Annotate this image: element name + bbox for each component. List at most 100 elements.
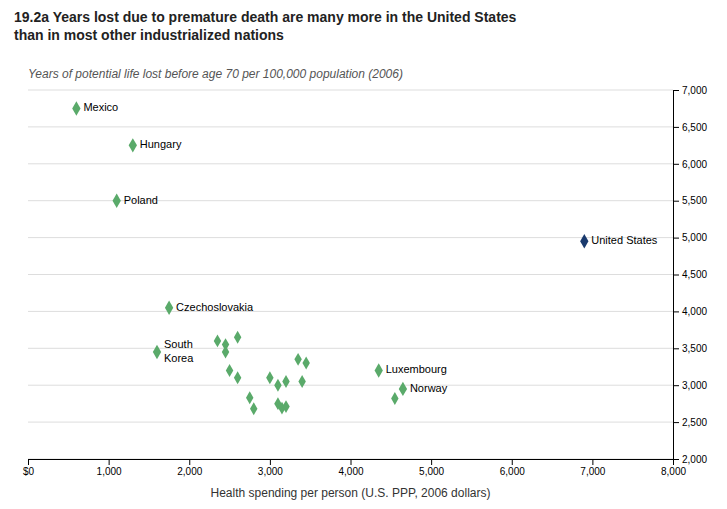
point-label-line: South <box>164 338 193 350</box>
title: 19.2a Years lost due to premature death … <box>14 9 517 43</box>
point-label: Poland <box>124 194 158 206</box>
grid <box>28 90 673 459</box>
x-tick-mark <box>109 459 110 465</box>
point <box>165 301 173 315</box>
y-tick-label: 6,500 <box>682 122 707 133</box>
grid-line <box>28 311 673 312</box>
x-tick-label: $0 <box>23 466 35 477</box>
y-tick-mark <box>673 459 679 460</box>
point <box>302 357 309 370</box>
y-axis-line <box>674 91 680 460</box>
x-tick-mark <box>431 459 432 465</box>
point-label-line: United States <box>591 234 658 246</box>
y-tick: 4,000 <box>673 306 707 317</box>
y-tick: 2,000 <box>673 454 707 465</box>
x-tick-mark <box>512 459 513 465</box>
x-tick-label: 2,000 <box>177 466 202 477</box>
x-axis: $0 1,000 2,000 3,000 4,000 5,000 6,000 7,000 8,0… <box>23 459 687 477</box>
point <box>282 375 289 388</box>
y-tick-label: 3,000 <box>682 380 707 391</box>
x-tick-label: 3,000 <box>258 466 283 477</box>
point <box>391 392 398 405</box>
y-tick-label: 5,500 <box>682 195 707 206</box>
point-label: Norway <box>410 382 448 394</box>
point <box>250 402 257 415</box>
point <box>580 234 588 248</box>
point <box>298 375 305 388</box>
x-tick-mark <box>592 459 593 465</box>
x-tick: 7,000 <box>580 459 605 477</box>
x-tick-mark <box>351 459 352 465</box>
point-label: SouthKorea <box>164 338 194 363</box>
grid-line <box>28 90 673 91</box>
point-label-line: Czechoslovakia <box>176 301 254 313</box>
x-tick-label: 1,000 <box>97 466 122 477</box>
grid-line <box>28 237 673 238</box>
point <box>246 391 253 404</box>
point-label: United States <box>591 234 658 246</box>
y-tick-mark <box>673 348 679 349</box>
point <box>375 363 383 377</box>
x-tick: 3,000 <box>258 459 283 477</box>
y-tick: 5,500 <box>673 195 707 206</box>
point <box>234 371 241 384</box>
y-tick: 5,000 <box>673 232 707 243</box>
y-tick-mark <box>673 164 679 165</box>
point-labels: Mexico Hungary Poland United States Czechosl… <box>83 101 657 393</box>
x-tick-label: 7,000 <box>580 466 605 477</box>
x-tick-label: 5,000 <box>419 466 444 477</box>
subtitle: Years of potential life lost before age … <box>28 67 403 81</box>
y-tick-label: 3,500 <box>682 343 707 354</box>
y-tick: 2,500 <box>673 417 707 428</box>
point-label: Czechoslovakia <box>176 301 254 313</box>
point <box>226 364 233 377</box>
point-label-line: Hungary <box>140 138 182 150</box>
point <box>399 382 407 396</box>
point <box>113 193 121 207</box>
point-label-line: Mexico <box>83 101 118 113</box>
y-tick: 6,500 <box>673 122 707 133</box>
x-tick-label: 8,000 <box>661 466 686 477</box>
y-tick-label: 7,000 <box>682 85 707 96</box>
title-line: than in most other industrialized nation… <box>14 27 284 43</box>
point-label-line: Norway <box>410 382 448 394</box>
title-line: 19.2a Years lost due to premature death … <box>14 9 517 25</box>
point-label-line: Luxembourg <box>386 363 447 375</box>
x-tick: 2,000 <box>177 459 202 477</box>
y-tick-label: 4,500 <box>682 269 707 280</box>
x-tick: 4,000 <box>338 459 363 477</box>
x-tick: 5,000 <box>419 459 444 477</box>
y-tick-label: 5,000 <box>682 232 707 243</box>
x-axis-title: Health spending per person (U.S. PPP, 20… <box>211 486 491 500</box>
y-tick-label: 4,000 <box>682 306 707 317</box>
y-tick: 6,000 <box>673 159 707 170</box>
plot: $0 1,000 2,000 3,000 4,000 5,000 6,000 7,000 8,0… <box>23 85 708 500</box>
point <box>234 331 241 344</box>
y-tick-mark <box>673 311 679 312</box>
point <box>222 346 229 359</box>
x-tick-mark <box>28 459 29 465</box>
grid-line <box>28 348 673 349</box>
x-tick: $0 <box>23 459 35 477</box>
grid-line <box>28 274 673 275</box>
y-tick-label: 2,000 <box>682 454 707 465</box>
y-tick-mark <box>673 422 679 423</box>
grid-line <box>28 385 673 386</box>
y-tick: 7,000 <box>673 85 707 96</box>
points <box>72 101 588 415</box>
point <box>274 379 281 392</box>
point <box>266 371 273 384</box>
x-axis-line <box>29 460 674 466</box>
x-tick: 6,000 <box>500 459 525 477</box>
point <box>153 345 161 359</box>
y-axis: 2,000 2,500 3,000 3,500 4,000 4,500 5,000 5,500… <box>673 85 707 465</box>
point <box>282 400 289 413</box>
y-tick-label: 2,500 <box>682 417 707 428</box>
point <box>214 334 221 347</box>
x-tick-mark <box>189 459 190 465</box>
x-tick-label: 6,000 <box>500 466 525 477</box>
point-label: Hungary <box>140 138 182 150</box>
y-tick: 3,000 <box>673 380 707 391</box>
y-tick: 4,500 <box>673 269 707 280</box>
y-tick-mark <box>673 275 679 276</box>
